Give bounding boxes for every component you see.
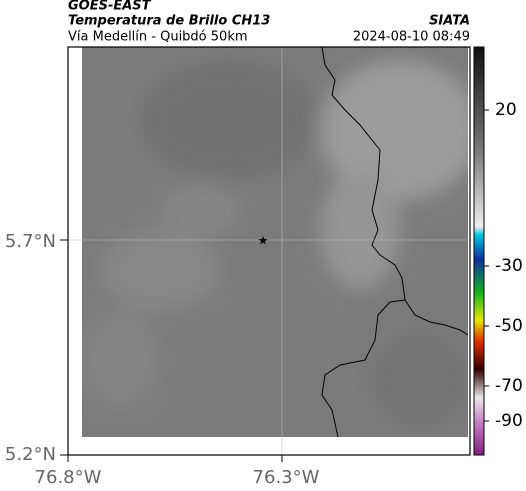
colorbar-label: 20	[495, 100, 517, 120]
colorbar-label: -30	[495, 256, 523, 276]
timestamp: 2024-08-10 08:49	[353, 30, 470, 45]
colorbar-label: -50	[495, 316, 523, 336]
subtitle: Vía Medellín - Quibdó 50km	[68, 30, 248, 45]
cloud-texture	[82, 60, 468, 430]
map: ★ 5.7°N 5.2°N 76.8°W 76.3°W	[5, 46, 471, 488]
colorbar-scale	[473, 46, 485, 456]
colorbar: 20 -30 -50 -70 -90	[473, 46, 523, 456]
colorbar-label: -70	[495, 376, 523, 396]
lat-label: 5.7°N	[5, 231, 56, 252]
location-marker: ★	[258, 234, 269, 248]
source: GOES-EAST	[68, 0, 152, 14]
lon-label: 76.8°W	[35, 467, 102, 488]
lat-label: 5.2°N	[5, 444, 56, 465]
map-frame	[67, 46, 471, 456]
colorbar-label: -90	[495, 411, 523, 431]
lon-label: 76.3°W	[253, 467, 320, 488]
borders	[321, 46, 469, 438]
title: Temperatura de Brillo CH13	[68, 14, 270, 29]
agency: SIATA	[429, 14, 470, 29]
header: GOES-EAST Temperatura de Brillo CH13 Vía…	[68, 0, 470, 45]
